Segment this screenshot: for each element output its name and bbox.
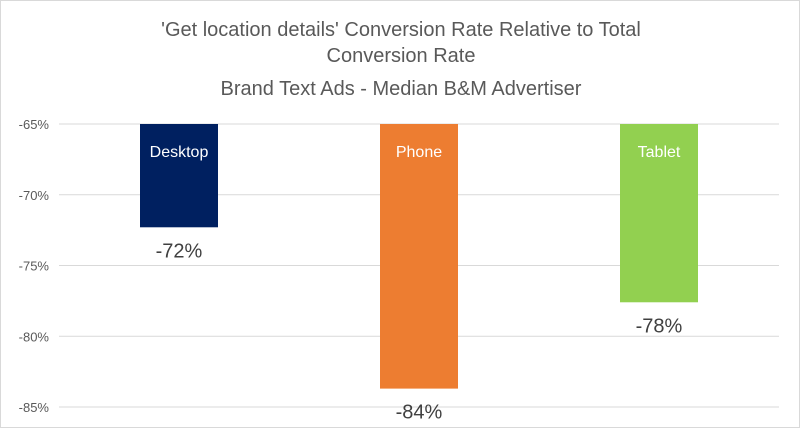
data-label: -78%: [636, 315, 683, 337]
bar-tablet: [620, 124, 698, 303]
data-label: -72%: [156, 240, 203, 262]
data-label: -84%: [396, 402, 443, 424]
y-tick-label: -75%: [19, 259, 50, 274]
y-tick-label: -80%: [19, 329, 50, 344]
chart-subtitle: Brand Text Ads - Median B&M Advertiser: [220, 78, 582, 100]
chart-title-line-2: Conversion Rate: [326, 45, 476, 67]
bar-category-label: Phone: [396, 144, 442, 161]
bar-category-label: Tablet: [638, 144, 681, 161]
y-tick-label: -70%: [19, 188, 50, 203]
y-tick-label: -85%: [19, 400, 50, 415]
bar-phone: [380, 124, 458, 389]
chart-title-line-1: 'Get location details' Conversion Rate R…: [161, 19, 641, 41]
y-tick-label: -65%: [19, 117, 50, 132]
bar-desktop: [140, 124, 218, 228]
bar-category-label: Desktop: [150, 144, 209, 161]
